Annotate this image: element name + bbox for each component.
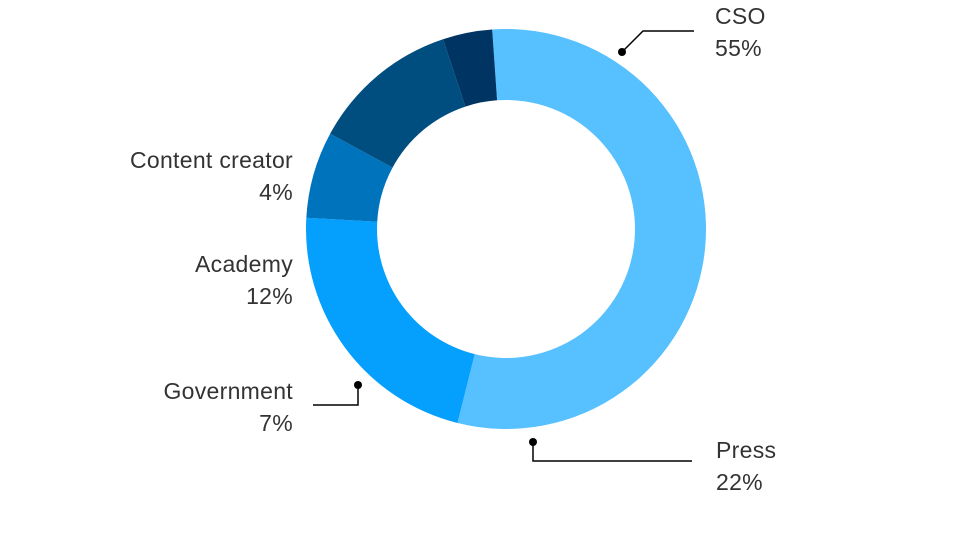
slice-label-press: Press bbox=[716, 437, 776, 463]
slice-label-content-creator: Content creator bbox=[130, 147, 293, 173]
slice-value-press: 22% bbox=[716, 469, 763, 495]
slice-value-cso: 55% bbox=[715, 35, 762, 61]
leader-press-line bbox=[532, 442, 692, 462]
slice-cso bbox=[457, 29, 707, 430]
slice-label-government: Government bbox=[163, 378, 293, 404]
slice-label-cso: CSO bbox=[715, 3, 766, 29]
leader-press-dot bbox=[529, 438, 537, 446]
donut-slices bbox=[306, 29, 707, 430]
leader-cso-dot bbox=[618, 48, 626, 56]
slice-value-content-creator: 4% bbox=[259, 179, 293, 205]
leader-lines bbox=[313, 30, 694, 462]
leader-government-dot bbox=[354, 381, 362, 389]
slice-value-academy: 12% bbox=[246, 283, 293, 309]
slice-value-government: 7% bbox=[259, 410, 293, 436]
slice-label-academy: Academy bbox=[195, 251, 293, 277]
leader-cso-line bbox=[621, 30, 694, 53]
slice-press bbox=[306, 217, 475, 424]
slice-government bbox=[306, 133, 393, 222]
leader-government-line bbox=[313, 385, 359, 406]
slice-academy bbox=[330, 39, 466, 168]
slice-content-creator bbox=[442, 29, 498, 107]
